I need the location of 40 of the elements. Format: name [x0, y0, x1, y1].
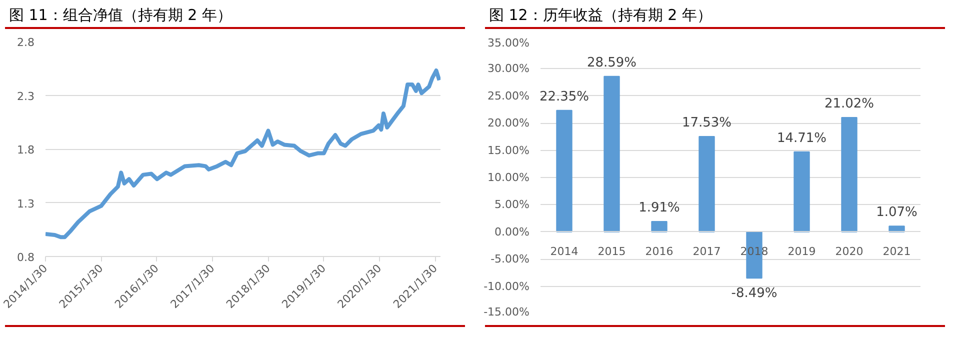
- line-series: [46, 68, 440, 240]
- x-tick-label: 2019: [788, 244, 816, 258]
- data-label: 17.53%: [682, 116, 732, 131]
- y-tick-label: 15.00%: [488, 144, 530, 157]
- y-tick-label: -10.00%: [484, 280, 530, 293]
- data-label: 28.59%: [586, 55, 637, 70]
- y-tick-label: 5.00%: [494, 198, 530, 212]
- chart-title: 图 11：组合净值（持有期 2 年）: [9, 5, 232, 26]
- y-tick-label: 30.00%: [488, 62, 530, 76]
- data-label: 1.07%: [876, 205, 918, 220]
- bar: [794, 151, 810, 232]
- y-tick-label: 0.00%: [494, 225, 530, 238]
- x-tick-label: 2021: [882, 244, 911, 258]
- data-label: 1.91%: [638, 200, 680, 216]
- x-tick-label: 2020: [835, 244, 864, 258]
- bar: [604, 76, 620, 232]
- y-tick-label: 20.00%: [488, 116, 530, 130]
- data-label: 14.71%: [776, 130, 827, 146]
- data-label: 22.35%: [539, 89, 590, 104]
- y-tick-label: 10.00%: [488, 171, 530, 184]
- bar: [841, 117, 858, 232]
- chart-title: 图 12：历年收益（持有期 2 年）: [489, 5, 712, 26]
- x-tick-label: 2016: [645, 244, 674, 258]
- y-tick-label: 2.3: [17, 90, 35, 103]
- data-label: -8.49%: [731, 286, 778, 302]
- y-tick-label: 25.00%: [488, 89, 530, 102]
- x-tick-label: 2017: [692, 244, 721, 258]
- y-tick-label: 2.8: [17, 36, 35, 49]
- bar: [556, 110, 572, 232]
- y-tick-label: 1.3: [17, 197, 35, 210]
- data-label: 21.02%: [824, 96, 874, 112]
- y-tick-label: 1.8: [17, 144, 35, 156]
- y-tick-label: 35.00%: [488, 36, 530, 50]
- y-tick-label: -15.00%: [484, 306, 530, 318]
- x-tick-label: 2015: [598, 244, 626, 258]
- y-tick-label: 0.8: [17, 251, 35, 264]
- y-tick-label: -5.00%: [490, 252, 530, 266]
- bar: [651, 221, 668, 232]
- bar: [698, 136, 715, 232]
- x-tick-label: 2014: [550, 244, 578, 258]
